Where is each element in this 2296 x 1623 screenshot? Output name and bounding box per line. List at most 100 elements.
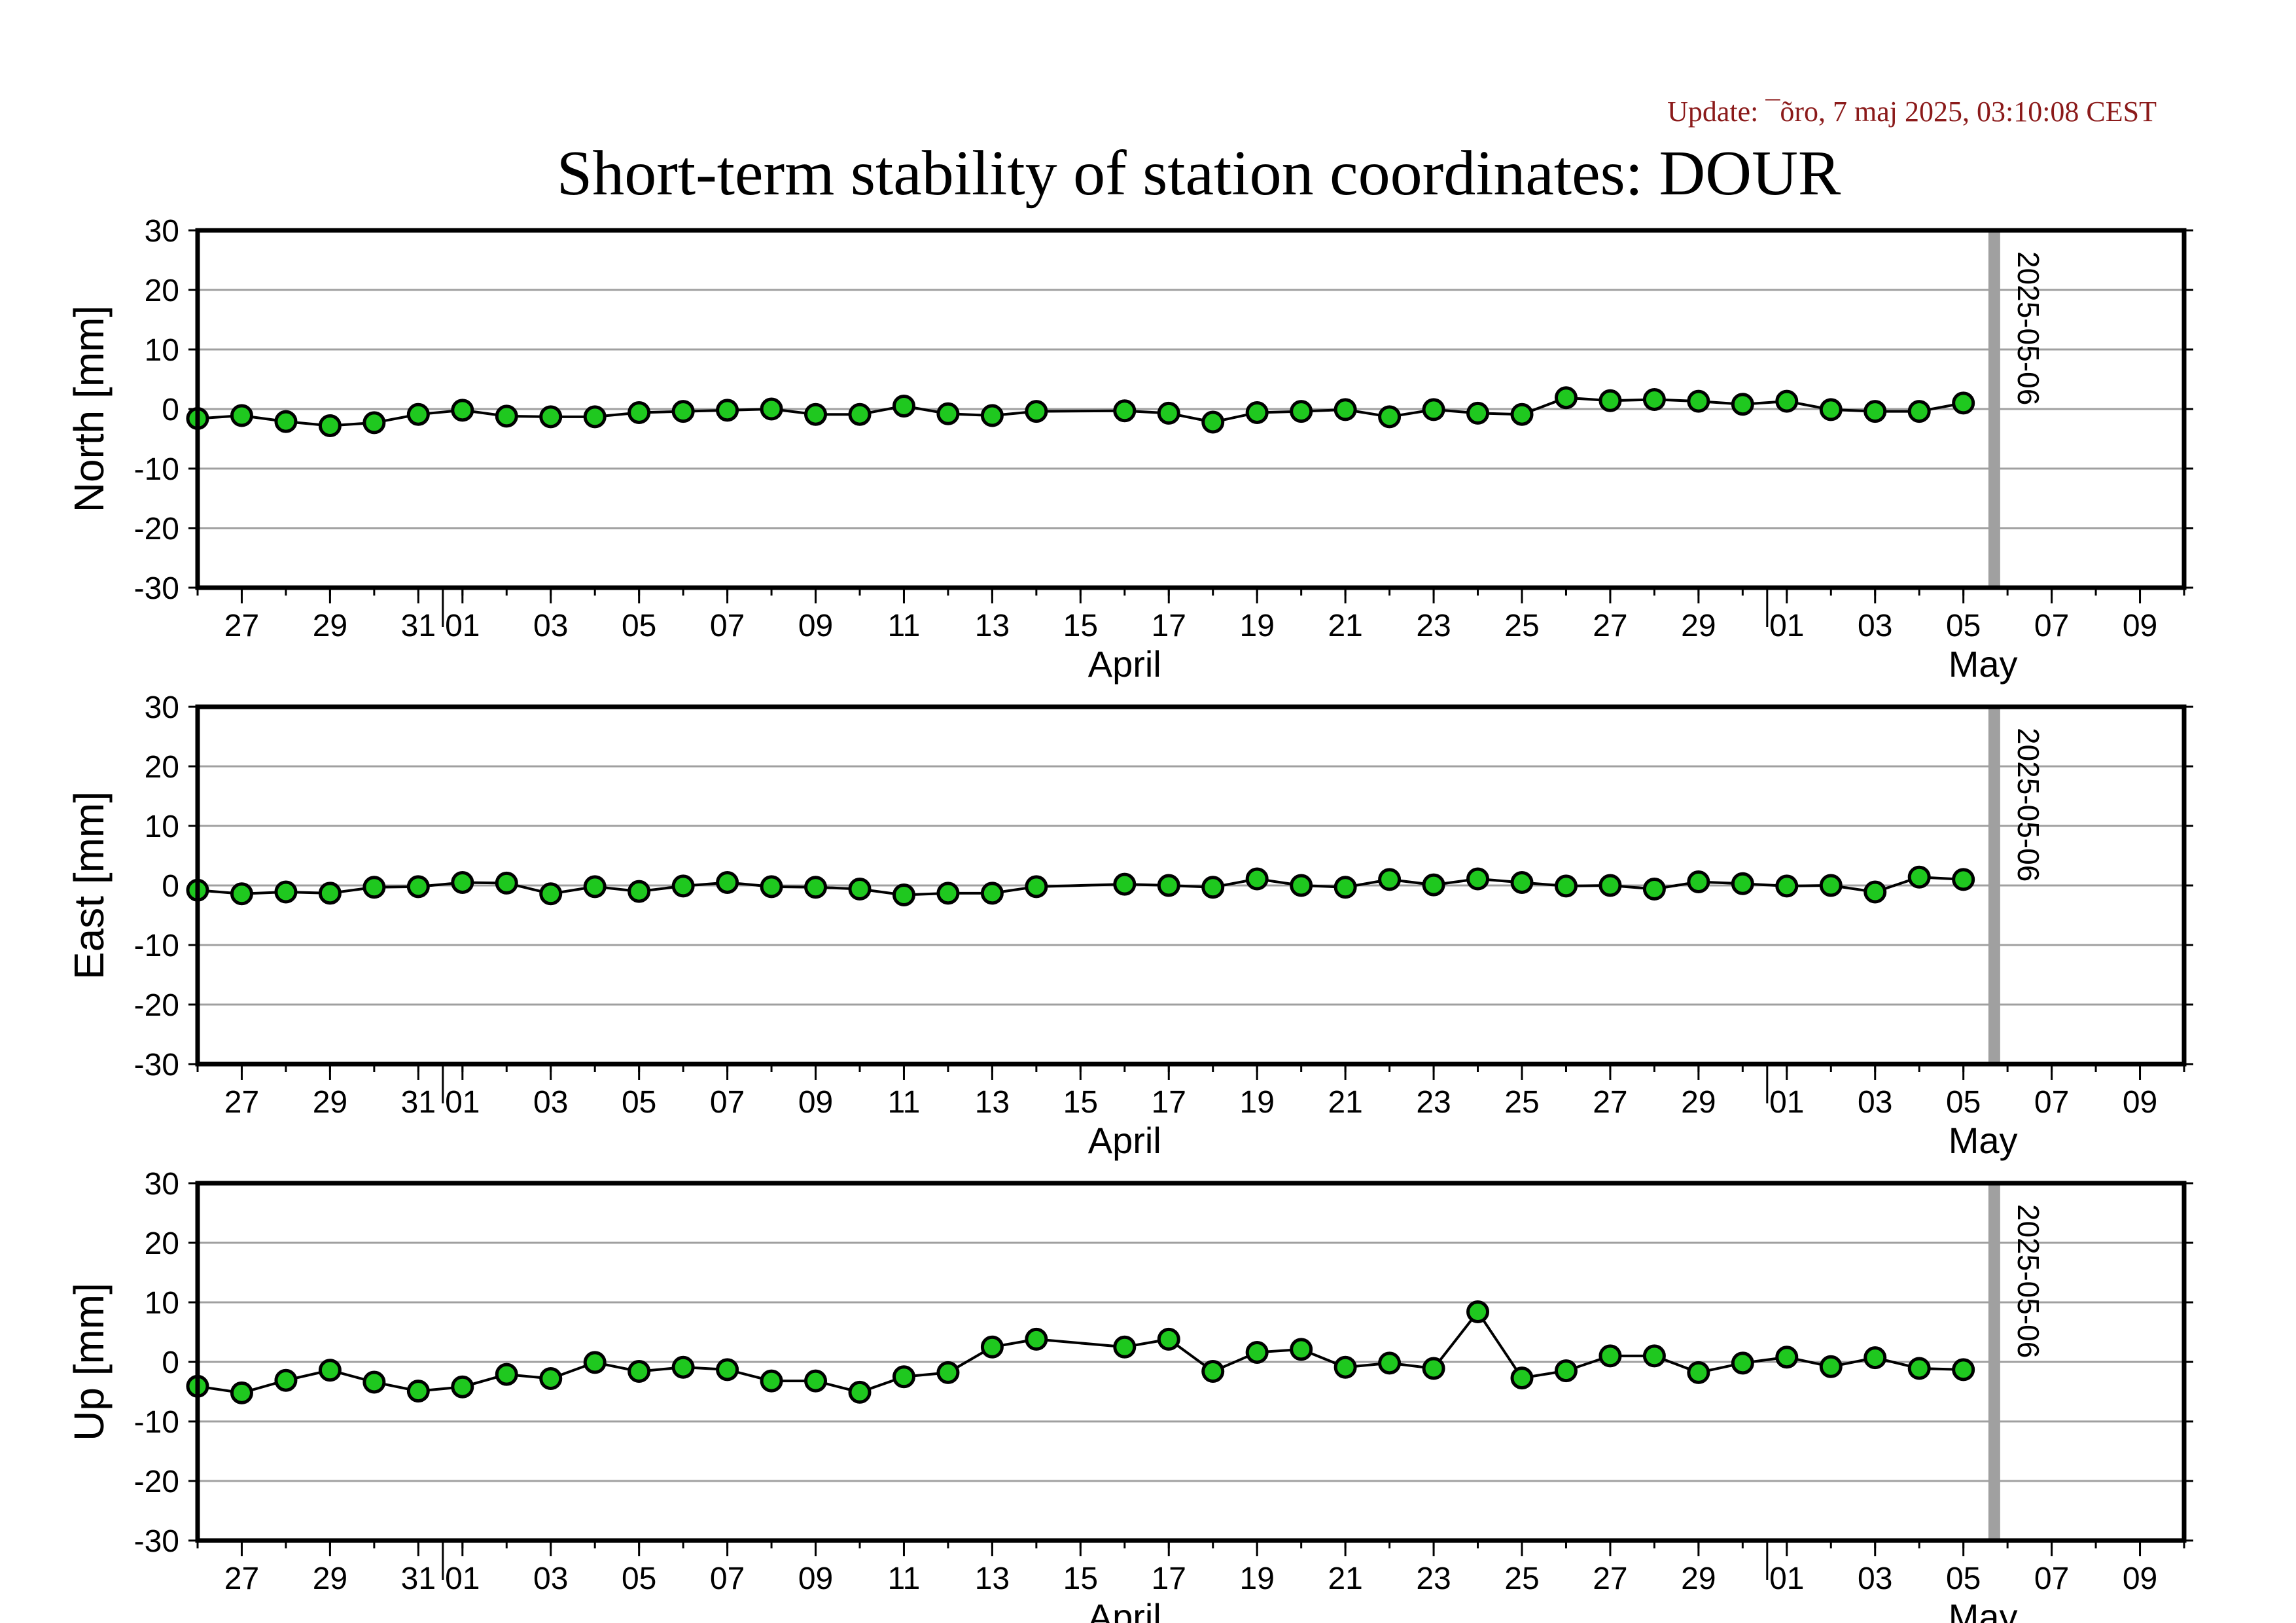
y-tick-label: -10 bbox=[134, 452, 179, 487]
y-axis-title: East [mm] bbox=[65, 791, 113, 980]
data-point bbox=[892, 883, 915, 907]
data-point bbox=[1642, 1344, 1666, 1368]
x-tick-label: 27 bbox=[224, 1561, 259, 1596]
x-tick-label: 17 bbox=[1152, 609, 1186, 643]
data-point bbox=[1819, 398, 1843, 421]
data-point bbox=[848, 402, 872, 426]
data-point bbox=[980, 1335, 1004, 1359]
month-label-april: April bbox=[1088, 1120, 1161, 1161]
data-point bbox=[539, 405, 563, 429]
x-tick-label: 09 bbox=[798, 609, 833, 643]
data-point bbox=[1245, 401, 1269, 424]
x-tick-label: 31 bbox=[401, 609, 436, 643]
x-tick-label: 03 bbox=[533, 1561, 568, 1596]
data-point bbox=[230, 882, 253, 906]
data-point bbox=[1819, 874, 1843, 897]
data-point bbox=[671, 1355, 695, 1379]
y-tick-label: 0 bbox=[162, 1346, 179, 1380]
x-tick-label: 27 bbox=[1593, 609, 1627, 643]
x-tick-label: 01 bbox=[445, 1085, 480, 1120]
x-tick-label: 13 bbox=[975, 609, 1010, 643]
data-point bbox=[1819, 1355, 1843, 1378]
data-point bbox=[539, 1366, 563, 1390]
data-point bbox=[804, 1369, 828, 1393]
data-point bbox=[980, 404, 1004, 427]
data-point bbox=[1598, 874, 1622, 897]
data-point bbox=[1554, 386, 1578, 410]
month-label-may: May bbox=[1949, 1596, 2018, 1623]
y-axis-title: Up [mm] bbox=[65, 1283, 113, 1441]
data-point bbox=[1952, 1358, 1975, 1382]
data-point bbox=[1687, 389, 1710, 413]
x-tick-label: 15 bbox=[1063, 609, 1098, 643]
data-point bbox=[1378, 405, 1402, 429]
x-tick-label: 23 bbox=[1416, 1561, 1451, 1596]
data-point bbox=[627, 401, 651, 424]
x-tick-label: 07 bbox=[2034, 609, 2069, 643]
x-tick-label: 05 bbox=[622, 1085, 656, 1120]
data-point bbox=[362, 1370, 386, 1394]
data-point bbox=[1510, 870, 1534, 894]
data-point bbox=[1775, 874, 1799, 898]
x-tick-label: 25 bbox=[1504, 1085, 1539, 1120]
y-tick-label: -20 bbox=[134, 512, 179, 546]
data-point bbox=[1687, 870, 1710, 894]
data-point bbox=[1333, 398, 1357, 421]
date-marker-label: 2025-05-06 bbox=[2011, 251, 2045, 405]
x-tick-label: 01 bbox=[445, 609, 480, 643]
y-tick-label: -10 bbox=[134, 929, 179, 963]
data-point bbox=[1290, 1338, 1313, 1361]
plot-frame bbox=[195, 228, 2187, 590]
x-tick-label: 01 bbox=[1769, 1561, 1804, 1596]
data-point bbox=[936, 882, 960, 905]
x-tick-label: 31 bbox=[401, 1085, 436, 1120]
data-point bbox=[1113, 1335, 1137, 1359]
x-tick-label: 11 bbox=[888, 1085, 921, 1120]
x-tick-label: 25 bbox=[1504, 1561, 1539, 1596]
data-point bbox=[318, 1359, 342, 1382]
series-line bbox=[197, 396, 1964, 427]
data-point bbox=[495, 1363, 518, 1386]
month-label-may: May bbox=[1949, 643, 2018, 685]
data-point bbox=[1290, 400, 1313, 423]
data-point bbox=[716, 1358, 739, 1382]
y-tick-label: 0 bbox=[162, 393, 179, 427]
data-point bbox=[495, 404, 518, 428]
x-tick-label: 09 bbox=[2123, 1561, 2157, 1596]
data-point bbox=[848, 877, 872, 901]
data-point bbox=[1113, 399, 1137, 423]
data-point bbox=[451, 399, 474, 422]
y-tick-label: 20 bbox=[145, 274, 179, 308]
data-point bbox=[274, 1368, 298, 1392]
data-point bbox=[1642, 387, 1666, 411]
series-line bbox=[197, 876, 1964, 897]
data-point bbox=[716, 399, 739, 422]
x-tick-label: 09 bbox=[2123, 1085, 2157, 1120]
y-tick-label: 20 bbox=[145, 750, 179, 785]
data-point bbox=[1907, 400, 1931, 423]
x-tick-label: 07 bbox=[710, 1085, 745, 1120]
data-point bbox=[1731, 872, 1754, 895]
x-tick-label: 27 bbox=[1593, 1561, 1627, 1596]
date-marker-label: 2025-05-06 bbox=[2011, 728, 2045, 882]
date-marker-label: 2025-05-06 bbox=[2011, 1204, 2045, 1358]
x-tick-label: 27 bbox=[224, 1085, 259, 1120]
x-tick-label: 09 bbox=[2123, 609, 2157, 643]
x-tick-label: 05 bbox=[1946, 1085, 1981, 1120]
data-point bbox=[406, 875, 430, 899]
data-point bbox=[406, 402, 430, 426]
y-tick-label: 10 bbox=[145, 810, 179, 844]
x-tick-label: 29 bbox=[313, 609, 347, 643]
data-point bbox=[671, 874, 695, 898]
x-tick-label: 07 bbox=[710, 609, 745, 643]
x-tick-label: 05 bbox=[1946, 609, 1981, 643]
x-tick-label: 13 bbox=[975, 1085, 1010, 1120]
data-point bbox=[804, 402, 828, 426]
month-label-may: May bbox=[1949, 1120, 2018, 1161]
x-tick-label: 13 bbox=[975, 1561, 1010, 1596]
plot-frame bbox=[195, 1181, 2187, 1543]
